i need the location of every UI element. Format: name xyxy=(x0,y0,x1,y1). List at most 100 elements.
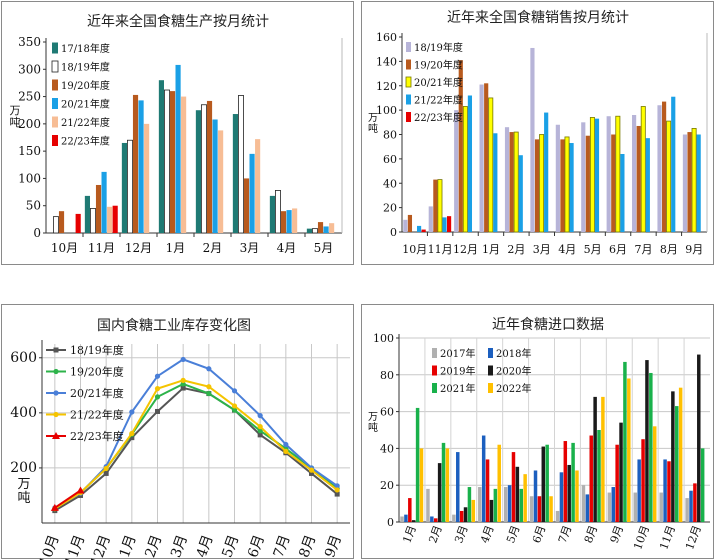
bar xyxy=(645,360,649,522)
legend-swatch xyxy=(432,348,437,358)
chart-title: 近年来全国食糖生产按月统计 xyxy=(87,13,269,30)
bar xyxy=(481,435,486,522)
bar xyxy=(404,514,408,522)
bar xyxy=(90,208,96,234)
bar xyxy=(132,94,139,233)
data-point xyxy=(231,407,238,413)
data-point xyxy=(129,409,135,415)
bar xyxy=(659,492,663,522)
bar xyxy=(485,459,490,522)
bar xyxy=(696,134,701,232)
bar xyxy=(519,488,523,522)
x-tick-label: 12月 xyxy=(88,533,114,560)
bar xyxy=(311,228,318,234)
bar xyxy=(530,47,535,232)
y-tick-label: 100 xyxy=(18,171,41,185)
x-tick-label: 3月 xyxy=(452,524,470,545)
y-axis-label: 万 xyxy=(10,104,21,117)
bar xyxy=(615,115,621,233)
bar xyxy=(611,487,616,522)
y-tick-label: 120 xyxy=(376,80,397,93)
bar xyxy=(200,104,207,234)
data-point xyxy=(309,470,314,476)
bar xyxy=(488,97,494,233)
data-point xyxy=(206,390,212,397)
bar xyxy=(497,444,501,522)
bar xyxy=(408,498,412,522)
legend-swatch xyxy=(406,94,411,105)
x-tick-label: 3月 xyxy=(533,243,551,256)
legend-label: 22/23年度 xyxy=(70,429,124,443)
x-tick-label: 4月 xyxy=(558,243,576,256)
x-tick-label: 3月 xyxy=(168,533,191,560)
bar xyxy=(597,430,601,522)
bar xyxy=(607,492,612,522)
bar xyxy=(575,470,579,522)
y-axis-label: 吨 xyxy=(368,122,378,135)
bar xyxy=(687,132,692,232)
x-tick-label: 6月 xyxy=(530,524,548,545)
bar xyxy=(484,83,489,232)
legend-label: 19/20年度 xyxy=(70,365,124,379)
x-tick-label: 12月 xyxy=(453,243,478,256)
x-tick-label: 1月 xyxy=(117,533,140,560)
x-tick-label: 2月 xyxy=(142,533,165,560)
x-tick-label: 12月 xyxy=(125,241,152,255)
imports-chart: 近年食糖进口数据 0 20 40 60 80 100 万吨 1月 2月 3月 4月 5月 6月 7月 8月 9月… xyxy=(368,316,710,552)
data-point xyxy=(206,366,212,372)
bar xyxy=(415,407,420,522)
legend-swatch xyxy=(52,79,58,91)
x-tick-label: 10月 xyxy=(51,241,78,255)
bar xyxy=(569,143,574,232)
bar xyxy=(323,226,329,233)
legend-label: 17/18年度 xyxy=(61,42,110,55)
bar xyxy=(571,442,575,522)
bar xyxy=(641,439,645,522)
bar xyxy=(555,510,560,522)
bar xyxy=(657,105,662,232)
bar xyxy=(555,124,560,232)
bar xyxy=(511,452,516,522)
bar xyxy=(255,139,261,233)
bar xyxy=(411,520,416,522)
bar xyxy=(697,354,701,522)
bar xyxy=(594,118,600,232)
legend-label: 2017年 xyxy=(440,347,475,360)
x-tick-label: 5月 xyxy=(219,533,242,560)
bar xyxy=(212,119,218,233)
bar xyxy=(400,516,404,522)
data-point xyxy=(154,386,161,392)
bar xyxy=(589,435,593,522)
bar xyxy=(537,496,542,522)
bar xyxy=(454,110,459,232)
y-tick-label: 40 xyxy=(383,177,397,190)
y-tick-label: 150 xyxy=(18,144,41,158)
legend-label: 22/23年度 xyxy=(61,135,110,148)
bar xyxy=(243,178,250,233)
data-point xyxy=(257,432,263,438)
bar xyxy=(58,211,65,233)
bar xyxy=(445,448,450,522)
x-tick-label: 3月 xyxy=(240,241,260,255)
bar xyxy=(442,217,447,232)
legend-label: 19/20年度 xyxy=(414,59,463,72)
bar xyxy=(456,452,460,522)
legend-swatch xyxy=(406,42,411,52)
legend-swatch xyxy=(432,383,437,393)
legend-label: 18/19年度 xyxy=(70,343,124,357)
bar xyxy=(53,216,59,234)
chart-title: 近年来全国食糖销售按月统计 xyxy=(447,9,629,26)
data-point xyxy=(308,467,315,473)
legend-swatch xyxy=(406,112,411,122)
legend-label: 19/20年度 xyxy=(61,79,110,92)
y-axis-label: 万 xyxy=(368,412,378,423)
y-tick-label: 40 xyxy=(380,442,394,455)
legend-label: 2021年 xyxy=(440,382,475,395)
legend-label: 2018年 xyxy=(496,347,531,360)
bar xyxy=(163,89,170,234)
bar xyxy=(463,507,468,522)
bar xyxy=(649,372,653,522)
bar xyxy=(478,487,482,522)
legend-label: 20/21年度 xyxy=(414,76,463,89)
bar xyxy=(138,100,144,234)
